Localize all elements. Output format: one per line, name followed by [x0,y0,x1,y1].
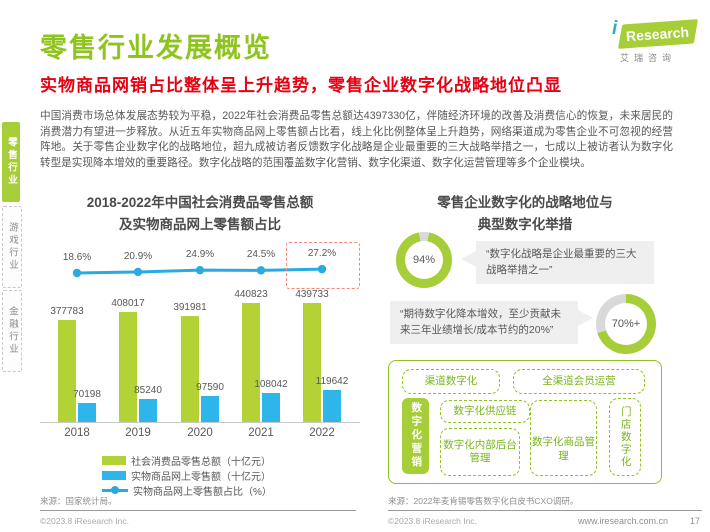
logo-band: Research [617,19,699,49]
logo-chinese-name: 艾瑞咨询 [620,53,677,63]
legend-swatch [102,456,126,465]
legend-item: 社会消费品零售总额（十亿元） [102,453,298,468]
legend-swatch [102,471,126,480]
bar-value-label: 85240 [134,384,162,396]
diagram-box-internal-backoffice: 数字化内部后台管理 [440,428,520,476]
chart-title: 2018-2022年中国社会消费品零售总额 及实物商品网上零售额占比 [40,192,360,236]
percentage-line [72,264,327,278]
bar-value-label: 119642 [315,375,349,387]
total-retail-bar [58,320,76,422]
highlight-box [286,242,360,289]
sidebar: 零售行业 游戏行业 金融行业 [0,0,26,532]
body-paragraph: 中国消费市场总体发展态势较为平稳，2022年社会消费品零售总额达4397330亿… [40,110,673,169]
diagram-box-digital-supply-chain: 数字化供应链 [440,400,530,423]
right-title-line1: 零售企业数字化的战略地位与 [437,195,613,210]
quote-text-cost: “期待数字化降本增效，至少贡献未来三年业绩增长/成本节约的20%” [400,308,561,336]
quote-bubble-strategy: “数字化战略是企业最重要的三大战略举措之一” [461,241,654,284]
diagram-box-store-digitalization: 门店数字化 [609,398,641,476]
sidebar-item-finance[interactable]: 金融行业 [2,290,22,372]
logo-i-glyph: i [612,18,618,39]
online-retail-bar [262,392,280,422]
percent-label: 20.9% [123,250,153,262]
right-divider [388,510,702,511]
bar-value-label: 391981 [173,302,207,314]
bar-value-label: 439733 [295,289,329,301]
chart-legend: 社会消费品零售总额（十亿元） 实物商品网上零售额（十亿元） 实物商品网上零售额占比（… [40,453,360,498]
bar-value-label: 97590 [196,381,224,393]
bar-value-label: 70198 [73,389,101,401]
diagram-box-omnichannel-membership: 全渠道会员运营 [513,369,645,394]
page-title: 零售行业发展概览 [40,33,272,63]
bar-line-plot: 18.6% 377783 70198 2018 20.9% 408017 85240 2019… [40,240,360,450]
left-divider [40,510,356,511]
right-panel: 零售企业数字化的战略地位与 典型数字化举措 94% “数字化战略是企业最重要的三… [370,190,710,500]
donut-94-label: 94% [405,241,443,279]
x-axis-label: 2022 [309,427,335,439]
diagram-box-product-management: 数字化商品管理 [530,400,597,476]
percent-label: 18.6% [62,252,92,263]
chart-title-line1: 2018-2022年中国社会消费品零售总额 [86,195,314,210]
page-subtitle: 实物商品网销占比整体呈上升趋势，零售企业数字化战略地位凸显 [40,76,562,95]
right-panel-title: 零售企业数字化的战略地位与 典型数字化举措 [388,192,662,236]
logo-wordmark: Research [625,23,690,45]
digitalization-diagram: 渠道数字化 全渠道会员运营 数字化营销 数字化供应链 数字化内部后台管理 数字化… [388,360,662,484]
diagram-box-digital-marketing: 数字化营销 [402,398,429,474]
legend-swatch [102,486,128,495]
left-chart: 2018-2022年中国社会消费品零售总额 及实物商品网上零售额占比 18.6%… [40,190,360,512]
left-source: 来源：国家统计局。 [40,496,117,506]
online-retail-bar [323,389,341,422]
legend-item: 实物商品网上零售额占比（%） [102,483,298,498]
donut-70-percent: 70%+ [596,294,656,354]
chart-title-line2: 及实物商品网上零售额占比 [119,217,281,232]
x-axis-label: 2020 [187,427,213,439]
quote-bubble-cost: “期待数字化降本增效，至少贡献未来三年业绩增长/成本节约的20%” [390,301,593,344]
quote-text-strategy: “数字化战略是企业最重要的三大战略举措之一” [486,248,637,276]
bar-value-label: 440823 [234,289,268,300]
online-retail-bar [78,403,96,422]
diagram-box-channel-digitalization: 渠道数字化 [402,369,500,394]
bar-value-label: 108042 [254,378,288,390]
sidebar-item-retail[interactable]: 零售行业 [2,122,20,202]
sidebar-item-gaming[interactable]: 游戏行业 [2,206,22,288]
website-url: www.iresearch.com.cn [577,516,668,526]
right-copyright: ©2023.8 iResearch Inc. [388,516,477,526]
percent-label: 24.9% [185,249,215,261]
right-title-line2: 典型数字化举措 [477,217,573,232]
donut-70-label: 70%+ [605,303,647,345]
right-source: 来源：2022年麦肯锡零售数字化白皮书CXO调研。 [388,496,579,506]
total-retail-bar [181,316,199,422]
percent-label: 27.2% [307,248,337,260]
online-retail-bar [201,395,219,422]
left-copyright: ©2023.8 iResearch Inc. [40,516,129,526]
legend-item: 实物商品网上零售额（十亿元） [102,468,298,483]
x-axis [40,422,360,423]
bar-value-label: 377783 [50,306,84,318]
bar-value-label: 408017 [111,297,145,309]
total-retail-bar [242,303,260,422]
percent-label: 24.5% [246,249,276,261]
total-retail-bar [303,303,321,422]
donut-94-percent: 94% [396,232,452,288]
online-retail-bar [139,398,157,422]
page-number: 17 [690,516,701,526]
x-axis-label: 2018 [64,427,90,439]
total-retail-bar [119,311,137,422]
x-axis-label: 2021 [248,427,274,439]
iresearch-logo: i Research 艾瑞咨询 [608,18,700,63]
x-axis-label: 2019 [125,427,151,439]
